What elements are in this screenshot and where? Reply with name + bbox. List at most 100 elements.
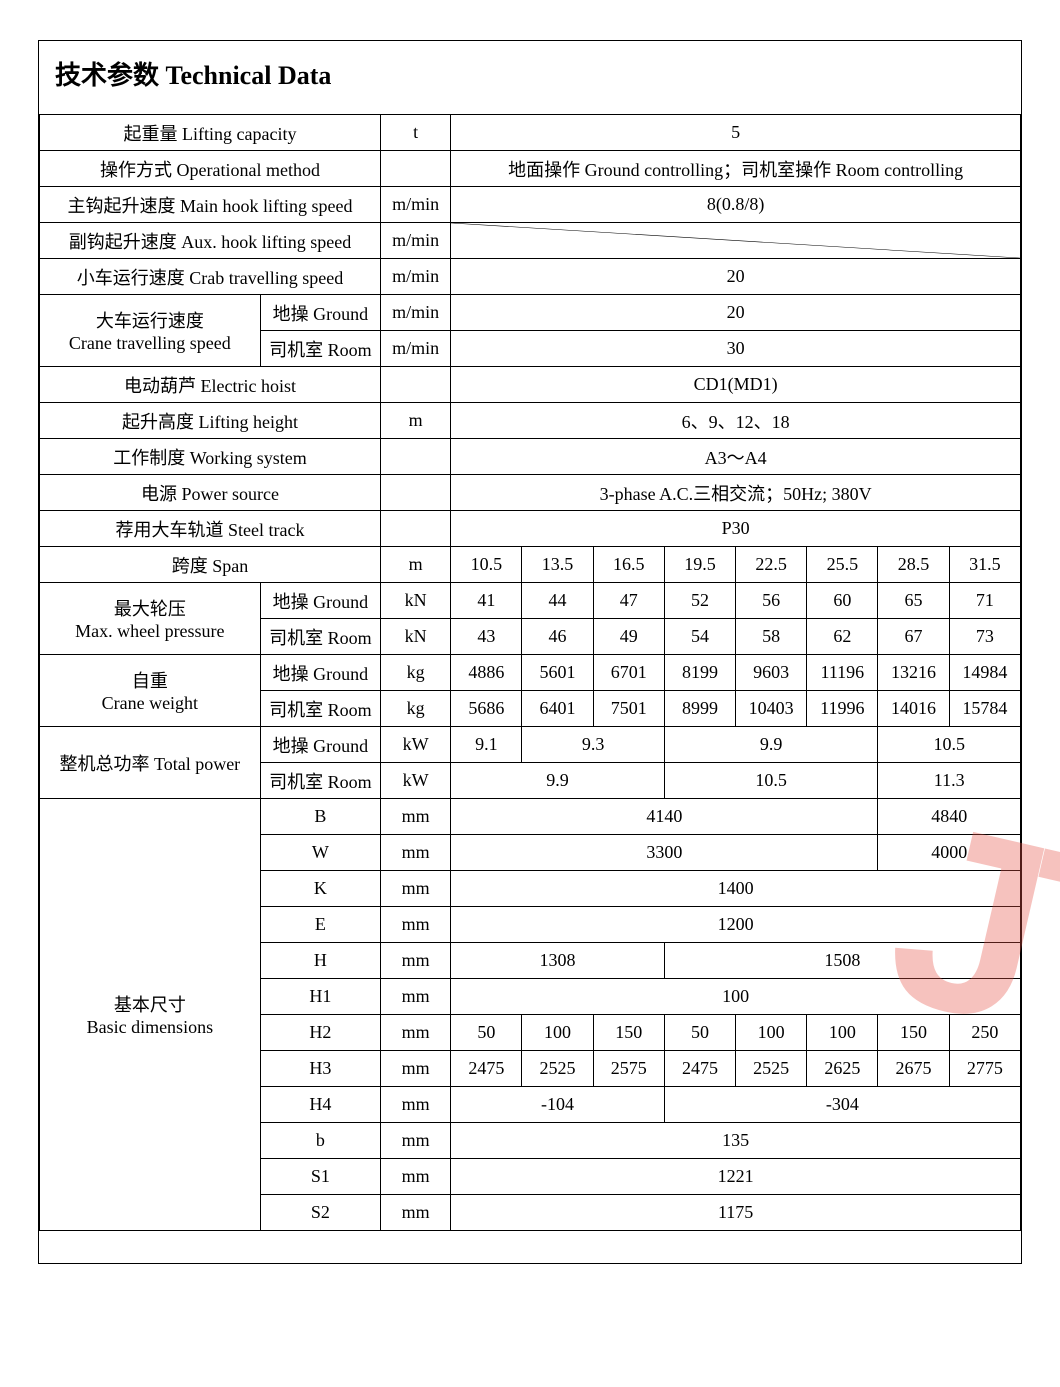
val-span-7: 31.5 [949, 547, 1020, 583]
H3-0: 2475 [451, 1051, 522, 1087]
unit-blank [381, 511, 451, 547]
H2-5: 100 [807, 1015, 878, 1051]
val-W-a: 3300 [451, 835, 878, 871]
wheel-r-1: 46 [522, 619, 593, 655]
technical-data-table: 起重量 Lifting capacity t 5 操作方式 Operationa… [39, 114, 1021, 1263]
label-H4: H4 [260, 1087, 380, 1123]
val-H4-b: -304 [664, 1087, 1020, 1123]
weight-g-4: 9603 [736, 655, 807, 691]
wheel-g-7: 71 [949, 583, 1020, 619]
val-span-0: 10.5 [451, 547, 522, 583]
power-r-b: 10.5 [664, 763, 878, 799]
power-g-c: 9.9 [664, 727, 878, 763]
H2-6: 150 [878, 1015, 949, 1051]
label-span: 跨度 Span [40, 547, 381, 583]
label-ground: 地操 Ground [260, 655, 380, 691]
unit-blank [381, 151, 451, 187]
val-aux-hook-blank [451, 223, 1021, 259]
label-H1: H1 [260, 979, 380, 1015]
unit-kg: kg [381, 655, 451, 691]
unit-mm: mm [381, 1051, 451, 1087]
val-power: 3-phase A.C.三相交流；50Hz; 380V [451, 475, 1021, 511]
unit-blank [381, 367, 451, 403]
val-span-1: 13.5 [522, 547, 593, 583]
unit-mm: mm [381, 1195, 451, 1231]
wheel-g-0: 41 [451, 583, 522, 619]
H2-2: 150 [593, 1015, 664, 1051]
weight-g-7: 14984 [949, 655, 1020, 691]
label-room: 司机室 Room [260, 619, 380, 655]
val-H-b: 1508 [664, 943, 1020, 979]
wheel-g-3: 52 [664, 583, 735, 619]
val-crane-g: 20 [451, 295, 1021, 331]
weight-g-2: 6701 [593, 655, 664, 691]
weight-g-3: 8199 [664, 655, 735, 691]
wheel-g-1: 44 [522, 583, 593, 619]
H3-2: 2575 [593, 1051, 664, 1087]
unit-kn: kN [381, 583, 451, 619]
wheel-r-2: 49 [593, 619, 664, 655]
val-crab: 20 [451, 259, 1021, 295]
label-K: K [260, 871, 380, 907]
label-E: E [260, 907, 380, 943]
power-r-a: 9.9 [451, 763, 665, 799]
label-weight: 自重 Crane weight [40, 655, 261, 727]
val-K: 1400 [451, 871, 1021, 907]
unit-m: m [381, 403, 451, 439]
label-basic-dim: 基本尺寸 Basic dimensions [40, 799, 261, 1231]
val-capacity: 5 [451, 115, 1021, 151]
power-g-d: 10.5 [878, 727, 1021, 763]
val-height: 6、9、12、18 [451, 403, 1021, 439]
val-b: 135 [451, 1123, 1021, 1159]
unit-mm: mm [381, 943, 451, 979]
unit-kg: kg [381, 691, 451, 727]
weight-g-1: 5601 [522, 655, 593, 691]
wheel-g-6: 65 [878, 583, 949, 619]
weight-r-2: 7501 [593, 691, 664, 727]
label-room: 司机室 Room [260, 691, 380, 727]
label-H3: H3 [260, 1051, 380, 1087]
weight-g-6: 13216 [878, 655, 949, 691]
label-height: 起升高度 Lifting height [40, 403, 381, 439]
unit-m: m [381, 547, 451, 583]
val-W-b: 4000 [878, 835, 1021, 871]
label-S1: S1 [260, 1159, 380, 1195]
unit-mm: mm [381, 1087, 451, 1123]
label-power: 电源 Power source [40, 475, 381, 511]
power-g-b: 9.3 [522, 727, 664, 763]
power-g-a: 9.1 [451, 727, 522, 763]
weight-r-7: 15784 [949, 691, 1020, 727]
label-H2: H2 [260, 1015, 380, 1051]
H2-3: 50 [664, 1015, 735, 1051]
label-room: 司机室 Room [260, 763, 380, 799]
unit-kn: kN [381, 619, 451, 655]
val-span-3: 19.5 [664, 547, 735, 583]
wheel-g-4: 56 [736, 583, 807, 619]
val-B-b: 4840 [878, 799, 1021, 835]
unit-mm: mm [381, 1159, 451, 1195]
H3-1: 2525 [522, 1051, 593, 1087]
power-r-c: 11.3 [878, 763, 1021, 799]
H2-1: 100 [522, 1015, 593, 1051]
wheel-r-7: 73 [949, 619, 1020, 655]
H3-7: 2775 [949, 1051, 1020, 1087]
H3-6: 2675 [878, 1051, 949, 1087]
label-B: B [260, 799, 380, 835]
wheel-g-5: 60 [807, 583, 878, 619]
unit-kw: kW [381, 727, 451, 763]
label-b: b [260, 1123, 380, 1159]
weight-r-6: 14016 [878, 691, 949, 727]
val-H4-a: -104 [451, 1087, 665, 1123]
technical-data-sheet: 技术参数 Technical Data 起重量 Lifting capacity [38, 40, 1022, 1264]
label-hoist: 电动葫芦 Electric hoist [40, 367, 381, 403]
val-E: 1200 [451, 907, 1021, 943]
unit-mm: mm [381, 871, 451, 907]
unit-mm: mm [381, 835, 451, 871]
page-title: 技术参数 Technical Data [39, 41, 1021, 114]
wheel-r-5: 62 [807, 619, 878, 655]
label-aux-hook: 副钩起升速度 Aux. hook lifting speed [40, 223, 381, 259]
label-ground: 地操 Ground [260, 727, 380, 763]
weight-g-0: 4886 [451, 655, 522, 691]
unit-mm: mm [381, 979, 451, 1015]
H2-7: 250 [949, 1015, 1020, 1051]
